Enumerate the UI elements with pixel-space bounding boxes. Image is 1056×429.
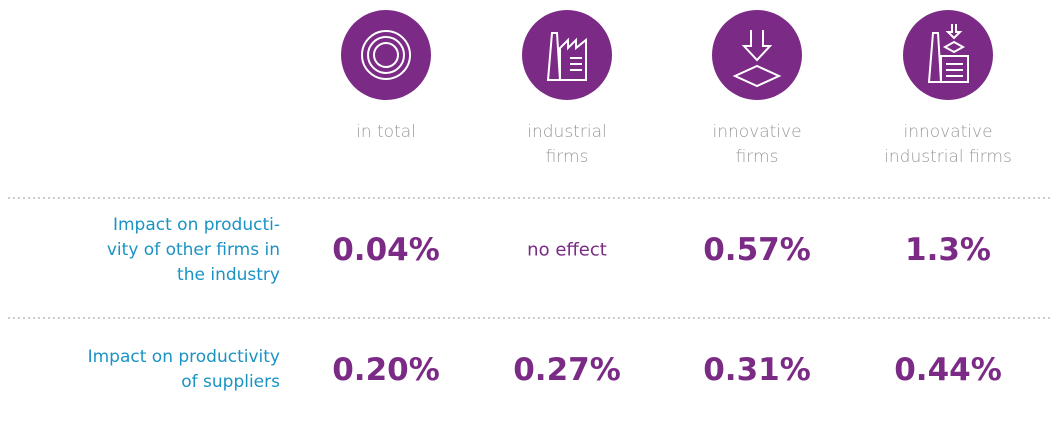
row-label: Impact on productivity of suppliers xyxy=(87,347,280,392)
value-cell: 0.27% xyxy=(513,352,621,388)
row-label: Impact on producti- vity of other firms … xyxy=(106,214,280,285)
column-label: innovative firms xyxy=(712,122,802,167)
icon-total xyxy=(341,10,431,100)
icon-innovative-industrial xyxy=(903,10,993,100)
value-cell: 1.3% xyxy=(905,232,991,268)
value-cell: 0.57% xyxy=(703,232,811,268)
value-cell: 0.31% xyxy=(703,352,811,388)
icon-innovative xyxy=(712,10,802,100)
column-label: innovative industrial firms xyxy=(884,122,1012,167)
value-cell: 0.20% xyxy=(332,352,440,388)
column-label: in total xyxy=(356,122,416,142)
icon-industrial xyxy=(522,10,612,100)
value-cell: 0.44% xyxy=(894,352,1002,388)
column-label: industrial firms xyxy=(527,122,607,167)
value-cell: no effect xyxy=(527,239,607,261)
value-cell: 0.04% xyxy=(332,232,440,268)
